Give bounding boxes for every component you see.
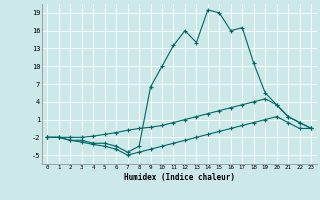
X-axis label: Humidex (Indice chaleur): Humidex (Indice chaleur) bbox=[124, 173, 235, 182]
